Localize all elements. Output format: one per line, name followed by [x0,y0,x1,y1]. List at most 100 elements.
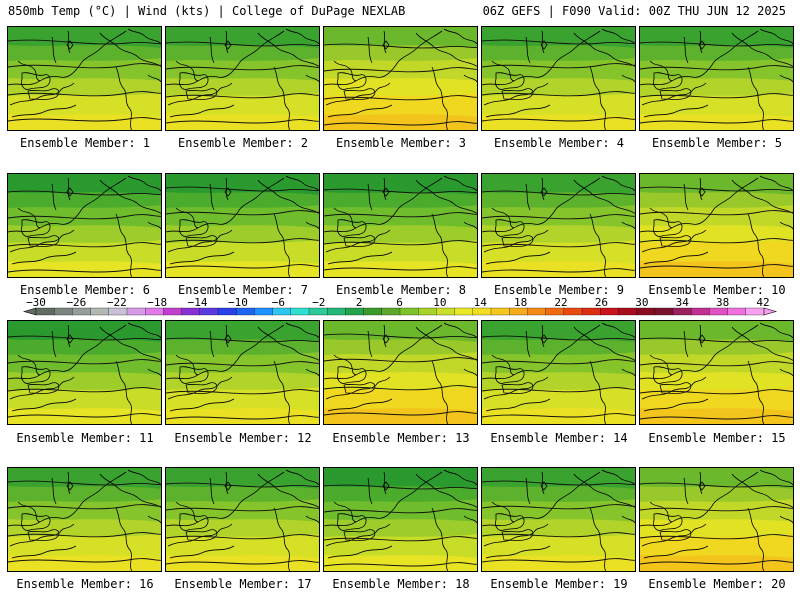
geography-outline [659,382,692,394]
geography-outline [649,207,673,229]
geography-outline [653,72,683,90]
geography-outline [541,324,545,348]
contour-line [324,95,477,101]
station-marker-icon [540,481,548,491]
geography-outline [343,88,376,100]
station-marker-icon [382,334,390,344]
geography-outline [415,326,477,361]
geography-outline [649,501,673,523]
geography-outline [147,221,161,230]
ensemble-member-label: Ensemble Member: 16 [16,577,154,591]
geography-outline [659,88,692,100]
temperature-field-16 [8,468,161,571]
geography-outline [169,545,235,559]
colorbar-swatch [35,307,55,316]
ensemble-map-9 [481,173,636,278]
geography-outline [649,354,673,376]
ensemble-member-label: Ensemble Member: 4 [493,136,625,150]
temperature-field-17 [166,468,319,571]
geography-outline [325,376,391,400]
ensemble-map-2 [165,26,320,131]
geography-outline [367,477,373,505]
station-marker-icon [66,481,74,491]
colorbar-tick-label: 42 [756,297,769,309]
geography-outline [17,207,41,229]
geography-outline [759,469,793,486]
contour-line [482,214,635,220]
contour-line [166,482,319,488]
geography-outline [731,179,793,214]
geography-outline [127,322,161,339]
geography-outline [525,477,531,505]
geography-outline [169,251,235,265]
ensemble-member-label: Ensemble Member: 14 [490,431,628,445]
geography-outline [27,382,60,394]
contour-line [482,504,635,510]
contour-line [8,504,161,510]
contour-line [482,359,635,365]
contour-line [8,268,161,273]
contour-line [8,532,161,538]
contour-line [482,117,635,122]
ensemble-member-label: Ensemble Member: 1 [19,136,151,150]
geography-outline [747,360,765,424]
colorbar-swatch [600,307,619,316]
ensemble-map-15 [639,320,794,425]
geography-outline [99,179,161,214]
contour-line [166,560,319,565]
contour-line [482,39,635,45]
colorbar-swatch [490,307,510,316]
geography-outline [51,477,57,505]
geography-outline [383,177,387,201]
geography-outline [27,529,60,541]
contour-line [640,482,793,488]
colorbar-swatch [636,307,656,316]
colorbar-swatch [745,307,765,316]
geography-outline [115,213,133,277]
geography-outline [443,175,477,192]
geography-outline [325,523,391,547]
colorbar-swatch [381,307,401,316]
ensemble-member-label: Ensemble Member: 10 [648,283,786,297]
geography-outline [653,513,683,531]
colorbar-swatch [727,307,747,316]
temp-band [482,555,635,571]
geography-outline [501,88,534,100]
geography-outline [324,177,443,233]
temperature-field-1 [8,27,161,130]
geography-outline [185,529,218,541]
geography-outline [285,175,319,192]
geography-outline [325,229,391,253]
temp-band [324,261,477,277]
geography-outline [337,513,367,531]
geography-outline [127,28,161,45]
geography-outline [305,368,319,377]
colorbar-swatch [308,307,328,316]
geography-outline [491,354,515,376]
colorbar-swatch [454,307,474,316]
colorbar-tick-label: −22 [107,297,127,309]
geography-outline [699,324,703,348]
geography-outline [589,507,607,571]
geography-outline [589,213,607,277]
geography-outline [343,235,376,247]
geography-outline [147,515,161,524]
colorbar-tick-label: 30 [635,297,648,309]
colorbar-swatch [691,307,710,316]
ensemble-member-label: Ensemble Member: 18 [332,577,470,591]
colorbar-swatch [418,307,437,316]
colorbar-graphic: −30 −26 −22 −18 −14 −10 −6 −2 2 6 10 14 18 22 26 30 34 38… [22,297,778,316]
geography-outline [641,82,707,106]
geography-outline [166,471,285,527]
contour-line [482,558,635,563]
temp-band [8,408,161,424]
geography-outline [8,30,127,86]
geography-outline [747,66,765,130]
ensemble-member-label: Ensemble Member: 11 [16,431,154,445]
colorbar-swatch [618,307,638,316]
geography-outline [367,330,373,358]
contour-line [166,41,319,47]
geography-outline [9,229,75,253]
colorbar-swatch [436,307,456,316]
contour-line [324,333,477,339]
